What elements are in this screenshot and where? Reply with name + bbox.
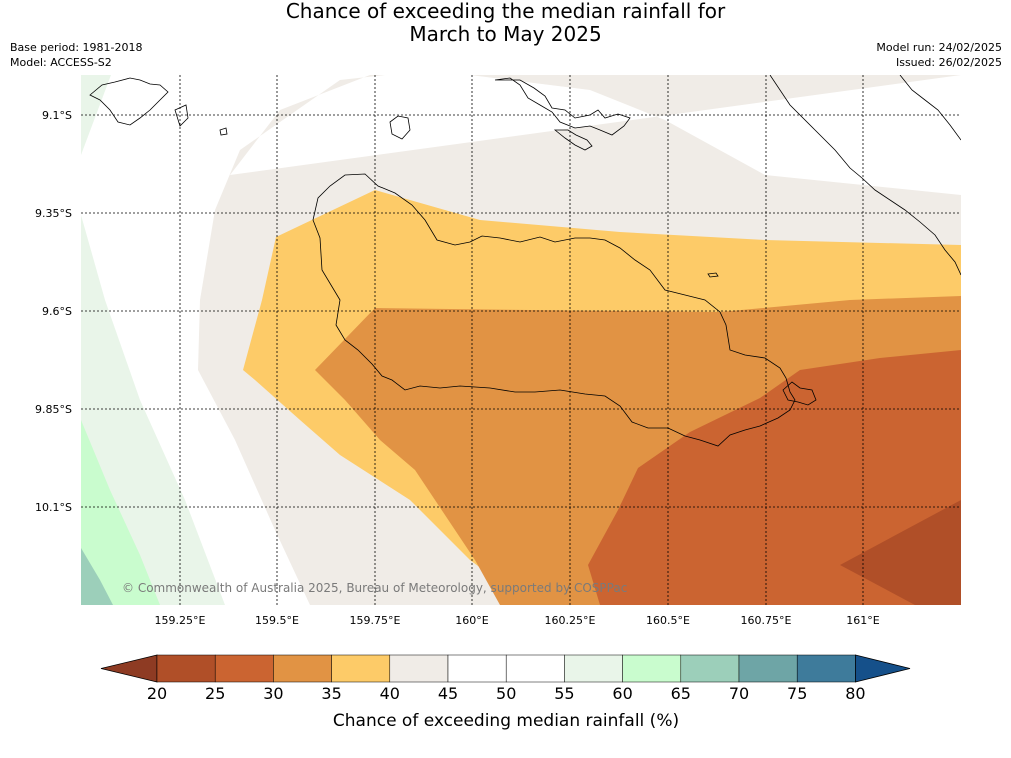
colorbar-over-arrow [855, 654, 911, 683]
lon-tick-label: 159.75°E [350, 614, 401, 627]
map-panel: © Commonwealth of Australia 2025, Bureau… [81, 75, 961, 605]
colorbar-segment [331, 654, 391, 683]
colorbar-under-arrow [100, 654, 158, 683]
lon-tick-labels: 159.25°E 159.5°E 159.75°E 160°E 160.25°E… [155, 614, 880, 627]
islet-coastline [707, 272, 719, 278]
colorbar-tick-label: 70 [729, 684, 749, 703]
santa-isabel-coastline [89, 77, 169, 126]
lon-tick-label: 159.25°E [155, 614, 206, 627]
base-period-text: Base period: 1981-2018 [10, 41, 143, 54]
east-islet-coastline [782, 381, 817, 406]
lon-tick-label: 159.5°E [255, 614, 299, 627]
small-island-coastline [389, 115, 411, 140]
lat-tick-label: 9.85°S [35, 403, 72, 416]
ngella-islands-coastline [494, 77, 631, 136]
colorbar-tick-label: 25 [205, 684, 225, 703]
region-25-30 [588, 350, 961, 605]
copyright-text: © Commonwealth of Australia 2025, Bureau… [122, 581, 627, 595]
colorbar-segment [156, 654, 216, 683]
colorbar-tick-label: 35 [321, 684, 341, 703]
lon-tick-label: 160°E [455, 614, 488, 627]
colorbar-tick-label: 50 [496, 684, 516, 703]
lat-tick-label: 9.1°S [42, 109, 72, 122]
region-green-upper [81, 75, 96, 112]
guadalcanal-coastline [312, 173, 796, 447]
colorbar: 20 25 30 35 40 45 50 55 60 65 70 75 80 [100, 654, 911, 703]
lat-tick-label: 9.6°S [42, 305, 72, 318]
lat-tick-labels: 9.1°S 9.35°S 9.6°S 9.85°S 10.1°S [35, 109, 72, 514]
lon-tick-label: 161°E [846, 614, 879, 627]
malaita-coastline-2 [899, 75, 961, 141]
ngella-islands-coastline-2 [553, 129, 593, 151]
model-run-text: Model run: 24/02/2025 [876, 41, 1002, 54]
region-green-60-65 [81, 420, 160, 605]
colorbar-segment [505, 654, 565, 683]
region-green-65-70 [81, 548, 113, 605]
meta-left: Base period: 1981-2018 Model: ACCESS-S2 [10, 40, 142, 70]
chart-title-line-2: March to May 2025 [409, 22, 602, 46]
colorbar-segment [214, 654, 274, 683]
colorbar-tick-label: 60 [612, 684, 632, 703]
colorbar-segment [564, 654, 623, 683]
lon-tick-label: 160.25°E [545, 614, 596, 627]
colorbar-segment [389, 654, 449, 683]
colorbar-segment [273, 654, 332, 683]
colorbar-tick-label: 40 [380, 684, 400, 703]
colorbar-tick-label: 45 [438, 684, 458, 703]
colorbar-segment [738, 654, 798, 683]
colorbar-segment [680, 654, 740, 683]
lon-tick-label: 160.75°E [741, 614, 792, 627]
meta-right: Model run: 24/02/2025 Issued: 26/02/2025 [876, 40, 1002, 70]
colorbar-label: Chance of exceeding median rainfall (%) [333, 711, 679, 731]
lat-tick-label: 9.35°S [35, 207, 72, 220]
colorbar-segment [622, 654, 682, 683]
colorbar-tick-label: 75 [787, 684, 807, 703]
region-green-55-60 [81, 75, 225, 605]
colorbar-tick-label: 80 [845, 684, 865, 703]
gridlines [81, 75, 961, 605]
coastlines [89, 75, 961, 447]
issued-text: Issued: 26/02/2025 [895, 56, 1002, 69]
model-text: Model: ACCESS-S2 [10, 56, 112, 69]
chart-title-line-1: Chance of exceeding the median rainfall … [285, 0, 726, 23]
colorbar-tick-label: 30 [263, 684, 283, 703]
colorbar-tick-label: 20 [147, 684, 167, 703]
santa-isabel-coastline-2 [174, 104, 189, 127]
colorbar-tick-label: 55 [554, 684, 574, 703]
lon-tick-label: 160.5°E [646, 614, 690, 627]
lat-tick-label: 10.1°S [35, 501, 72, 514]
region-20-25 [840, 500, 961, 605]
colorbar-tick-label: 65 [671, 684, 691, 703]
colorbar-segment [447, 654, 507, 683]
santa-isabel-coastline-3 [219, 127, 228, 136]
malaita-coastline [769, 75, 961, 276]
colorbar-segment [796, 654, 856, 683]
chart-title: Chance of exceeding the median rainfall … [0, 0, 1011, 46]
